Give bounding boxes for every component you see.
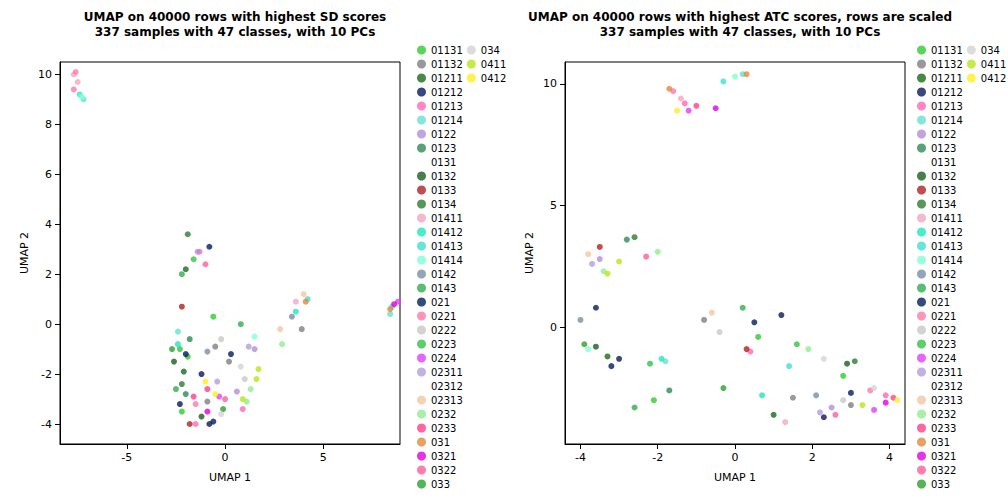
svg-text:01413: 01413 [931,241,963,252]
svg-text:0411: 0411 [981,59,1006,70]
svg-text:01212: 01212 [431,87,463,98]
svg-text:0223: 0223 [431,339,456,350]
svg-text:-4: -4 [575,451,586,464]
svg-text:0: 0 [732,451,739,464]
svg-text:02312: 02312 [931,381,963,392]
svg-text:01214: 01214 [931,115,963,126]
svg-text:UMAP 2: UMAP 2 [523,232,536,274]
svg-text:6: 6 [45,168,52,181]
svg-text:01131: 01131 [931,45,963,56]
svg-text:0412: 0412 [981,73,1006,84]
svg-text:UMAP 1: UMAP 1 [209,471,251,484]
svg-text:02312: 02312 [431,381,463,392]
svg-text:UMAP 1: UMAP 1 [714,471,756,484]
svg-text:0: 0 [222,451,229,464]
svg-text:0233: 0233 [931,423,956,434]
svg-text:0142: 0142 [931,269,956,280]
svg-text:0233: 0233 [431,423,456,434]
svg-text:01212: 01212 [931,87,963,98]
svg-text:UMAP on 40000 rows with highes: UMAP on 40000 rows with highest ATC scor… [528,10,952,24]
svg-text:034: 034 [981,45,1000,56]
svg-text:01131: 01131 [431,45,463,56]
svg-text:033: 033 [931,479,950,490]
svg-text:02313: 02313 [931,395,963,406]
svg-text:034: 034 [481,45,500,56]
svg-text:0221: 0221 [431,311,456,322]
svg-text:0222: 0222 [931,325,956,336]
svg-text:02311: 02311 [931,367,963,378]
svg-text:0123: 0123 [431,143,456,154]
svg-text:10: 10 [38,68,52,81]
svg-text:0131: 0131 [931,157,956,168]
svg-text:01412: 01412 [431,227,463,238]
svg-text:0143: 0143 [431,283,456,294]
svg-text:4: 4 [886,451,893,464]
svg-text:0411: 0411 [481,59,506,70]
svg-text:0134: 0134 [431,199,456,210]
svg-text:0412: 0412 [481,73,506,84]
svg-text:-5: -5 [121,451,132,464]
svg-text:01211: 01211 [931,73,963,84]
svg-text:0133: 0133 [931,185,956,196]
svg-text:0232: 0232 [931,409,956,420]
svg-text:0322: 0322 [931,465,956,476]
svg-text:021: 021 [931,297,950,308]
svg-text:033: 033 [431,479,450,490]
svg-text:2: 2 [45,268,52,281]
svg-text:031: 031 [431,437,450,448]
svg-text:0132: 0132 [431,171,456,182]
svg-text:2: 2 [809,451,816,464]
svg-text:5: 5 [320,451,327,464]
svg-text:01414: 01414 [931,255,963,266]
svg-text:0143: 0143 [931,283,956,294]
svg-text:01413: 01413 [431,241,463,252]
svg-text:-4: -4 [41,418,52,431]
svg-text:0122: 0122 [931,129,956,140]
svg-text:0132: 0132 [931,171,956,182]
svg-text:01211: 01211 [431,73,463,84]
svg-text:0133: 0133 [431,185,456,196]
svg-text:01412: 01412 [931,227,963,238]
svg-text:021: 021 [431,297,450,308]
svg-text:0131: 0131 [431,157,456,168]
svg-text:0122: 0122 [431,129,456,140]
svg-text:10: 10 [543,77,557,90]
svg-text:01132: 01132 [931,59,963,70]
svg-text:0322: 0322 [431,465,456,476]
svg-text:0222: 0222 [431,325,456,336]
svg-text:02313: 02313 [431,395,463,406]
svg-text:01213: 01213 [431,101,463,112]
svg-text:02311: 02311 [431,367,463,378]
svg-text:0134: 0134 [931,199,956,210]
svg-text:337 samples with 47 classes, w: 337 samples with 47 classes, with 10 PCs [600,25,881,39]
svg-text:-2: -2 [652,451,663,464]
svg-text:0123: 0123 [931,143,956,154]
svg-text:337 samples with 47 classes, w: 337 samples with 47 classes, with 10 PCs [95,25,376,39]
svg-text:0142: 0142 [431,269,456,280]
svg-text:01411: 01411 [431,213,463,224]
svg-text:01214: 01214 [431,115,463,126]
svg-text:01411: 01411 [931,213,963,224]
svg-text:-2: -2 [41,368,52,381]
svg-text:4: 4 [45,218,52,231]
svg-text:0: 0 [45,318,52,331]
svg-text:0321: 0321 [931,451,956,462]
svg-text:0223: 0223 [931,339,956,350]
svg-text:0224: 0224 [431,353,456,364]
svg-text:01213: 01213 [931,101,963,112]
svg-text:UMAP 2: UMAP 2 [18,232,31,274]
svg-text:0224: 0224 [931,353,956,364]
svg-text:031: 031 [931,437,950,448]
svg-text:01132: 01132 [431,59,463,70]
svg-text:0321: 0321 [431,451,456,462]
svg-text:0221: 0221 [931,311,956,322]
svg-text:0232: 0232 [431,409,456,420]
svg-text:8: 8 [45,118,52,131]
svg-text:01414: 01414 [431,255,463,266]
svg-text:5: 5 [550,199,557,212]
svg-text:UMAP on 40000 rows with highes: UMAP on 40000 rows with highest SD score… [84,10,387,24]
svg-text:0: 0 [550,321,557,334]
